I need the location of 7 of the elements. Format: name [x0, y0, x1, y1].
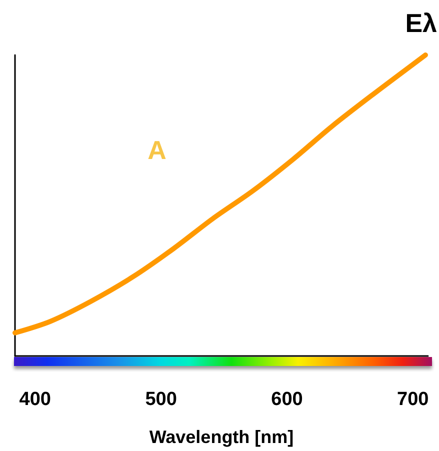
- x-tick-label: 700: [397, 389, 429, 410]
- x-tick-label: 500: [145, 389, 177, 410]
- x-tick-label: 400: [19, 389, 51, 410]
- y-axis-title: Eλ: [405, 8, 438, 38]
- x-axis-title: Wavelength [nm]: [149, 427, 294, 447]
- x-tick-label: 600: [271, 389, 303, 410]
- annotation: A: [148, 135, 167, 165]
